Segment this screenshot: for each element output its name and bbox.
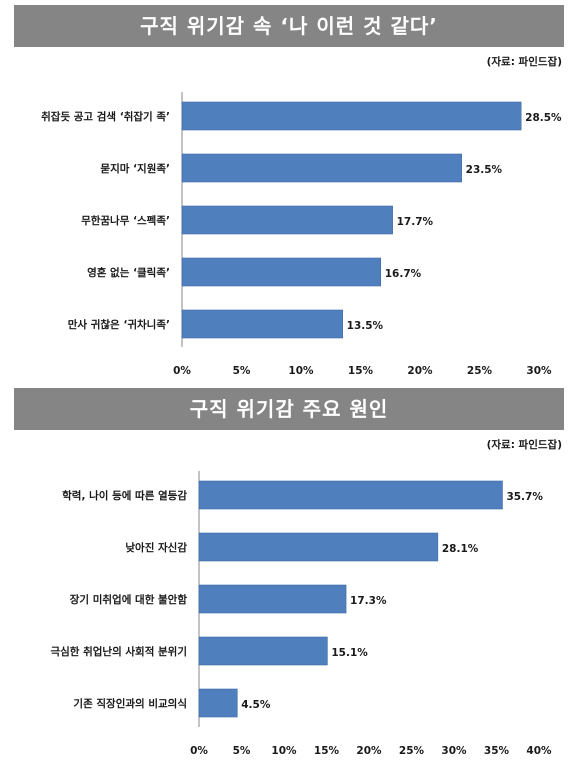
chart1-value-label-1: 23.5%: [466, 164, 503, 176]
chart1-value-label-3: 16.7%: [385, 268, 422, 280]
chart1-bar-chart: 취잡듯 공고 검색 ‘취잡기 족’ 28.5% 묻지마 ‘지원족’ 23.5% 무한꿈나…: [41, 92, 562, 377]
chart1-value-label-4: 13.5%: [347, 320, 384, 332]
chart2-value-label-1: 28.1%: [442, 543, 479, 555]
chart2-x-tick-label-4: 20%: [356, 745, 382, 757]
chart1-bar-1: [181, 153, 462, 183]
chart1-x-tick-label-1: 5%: [233, 365, 251, 377]
chart2-source-note: (자료: 파인드잡): [486, 439, 562, 451]
chart2-bar-4: [198, 688, 238, 718]
chart2-value-label-2: 17.3%: [350, 595, 387, 607]
chart2-x-tick-label-7: 35%: [484, 745, 510, 757]
chart1-bar-2: [181, 205, 393, 235]
chart1-x-tick-label-3: 15%: [348, 365, 374, 377]
chart2-value-label-0: 35.7%: [506, 491, 543, 503]
chart1-bar-0: [181, 101, 522, 131]
chart2-value-label-4: 4.5%: [241, 699, 271, 711]
chart2-bar-1: [198, 532, 439, 562]
chart1-category-label-2: 무한꿈나무 ‘스펙족’: [81, 214, 170, 227]
chart1-bar-3: [181, 257, 382, 287]
chart1-category-label-4: 만사 귀찮은 ‘귀차니족’: [68, 318, 170, 331]
chart1-category-label-1: 묻지마 ‘지원족’: [100, 162, 170, 175]
chart1-x-tick-label-0: 0%: [173, 365, 191, 377]
chart2-x-tick-label-3: 15%: [314, 745, 340, 757]
chart2-category-label-4: 기존 직장인과의 비교의식: [73, 697, 187, 710]
chart1-x-tick-label-2: 10%: [288, 365, 314, 377]
chart2-x-tick-label-1: 5%: [233, 745, 251, 757]
chart2-bar-0: [198, 480, 503, 510]
chart2-category-label-1: 낮아진 자신감: [125, 541, 187, 554]
chart2-title-banner: 구직 위기감 주요 원인: [14, 388, 564, 430]
chart1-title-banner: 구직 위기감 속 ‘나 이런 것 같다’: [14, 5, 564, 47]
chart2-category-label-2: 장기 미취업에 대한 불안함: [70, 593, 188, 606]
chart1-bar-4: [181, 309, 343, 339]
chart1-x-tick-label-6: 30%: [526, 365, 552, 377]
chart1-source-note: (자료: 파인드잡): [486, 56, 562, 68]
chart1-x-tick-label-4: 20%: [407, 365, 433, 377]
chart2-x-tick-label-2: 10%: [271, 745, 297, 757]
chart1-x-tick-label-5: 25%: [467, 365, 493, 377]
chart2-x-tick-label-8: 40%: [526, 745, 552, 757]
chart2-bar-chart: 학력, 나이 등에 따른 열등감 35.7% 낮아진 자신감 28.1% 장기 미취업에…: [50, 471, 552, 757]
chart2-x-tick-label-6: 30%: [441, 745, 467, 757]
chart2-x-tick-label-0: 0%: [190, 745, 208, 757]
chart1-category-label-0: 취잡듯 공고 검색 ‘취잡기 족’: [41, 110, 170, 123]
chart2-bar-2: [198, 584, 347, 614]
chart1-category-label-3: 영혼 없는 ‘클릭족’: [87, 266, 170, 279]
chart2-bar-3: [198, 636, 328, 666]
chart1-value-label-2: 17.7%: [397, 216, 434, 228]
chart2-x-tick-label-5: 25%: [399, 745, 425, 757]
chart2-category-label-3: 극심한 취업난의 사회적 분위기: [50, 645, 187, 658]
chart2-value-label-3: 15.1%: [331, 647, 368, 659]
chart2-category-label-0: 학력, 나이 등에 따른 열등감: [62, 489, 187, 502]
chart1-value-label-0: 28.5%: [525, 112, 562, 124]
